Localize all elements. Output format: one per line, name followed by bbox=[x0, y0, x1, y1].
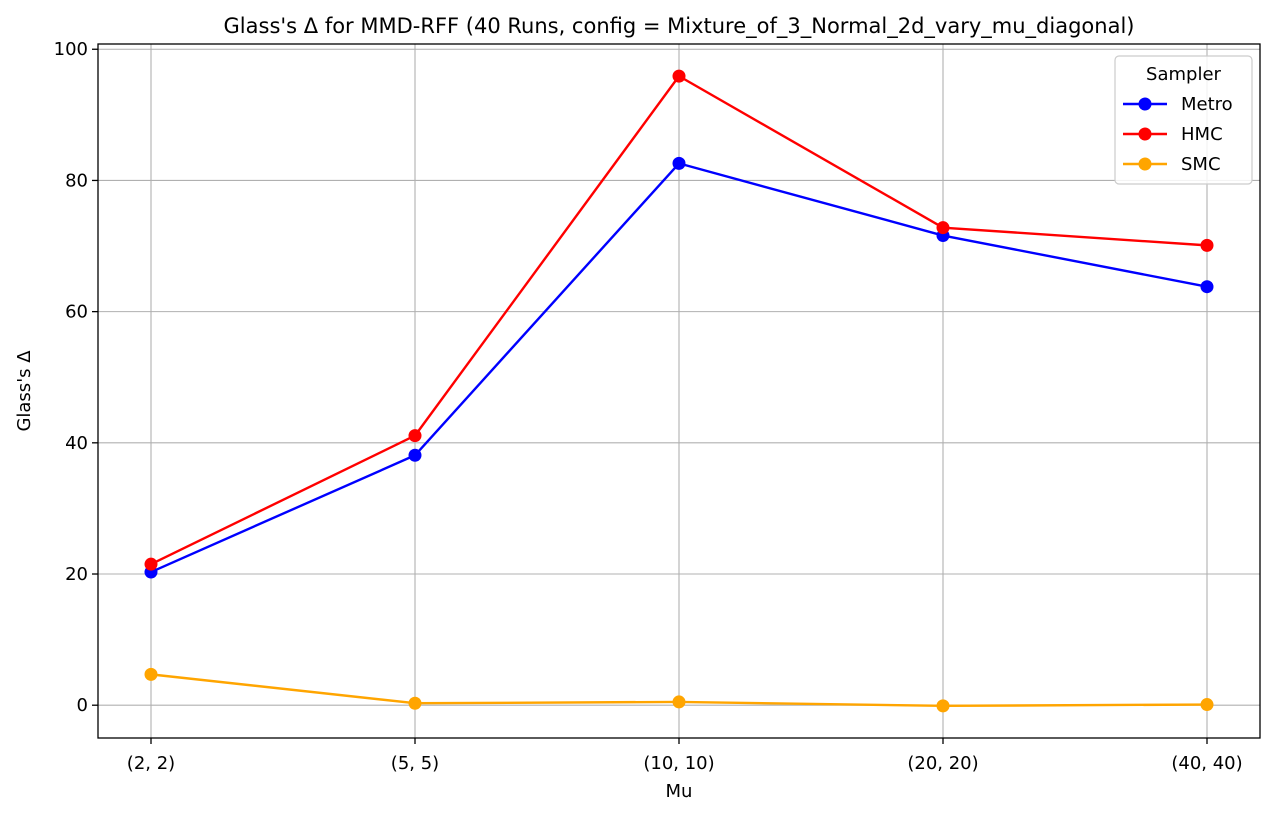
legend-label-smc: SMC bbox=[1181, 154, 1221, 175]
y-tick-label: 0 bbox=[77, 695, 88, 716]
y-tick-label: 60 bbox=[65, 302, 88, 323]
legend-marker-metro bbox=[1138, 97, 1152, 111]
legend-label-metro: Metro bbox=[1181, 94, 1233, 115]
x-axis-label: Mu bbox=[666, 781, 693, 802]
y-axis-label: Glass's Δ bbox=[14, 350, 35, 432]
data-point-metro bbox=[672, 156, 686, 170]
data-point-metro bbox=[1200, 280, 1214, 294]
y-tick-label: 100 bbox=[54, 39, 88, 60]
x-axis: (2, 2) (5, 5) (10, 10) (20, 20) (40, 40) bbox=[127, 738, 1243, 774]
data-point-smc bbox=[408, 696, 422, 710]
legend-box bbox=[1114, 55, 1253, 185]
legend-title: Sampler bbox=[1146, 64, 1221, 85]
data-point-smc bbox=[1200, 698, 1214, 712]
legend-marker-smc bbox=[1138, 157, 1152, 171]
y-tick-label: 40 bbox=[65, 433, 88, 454]
data-point-smc bbox=[144, 667, 158, 681]
series-lines bbox=[144, 69, 1214, 713]
x-tick-label: (10, 10) bbox=[643, 753, 714, 774]
x-tick-label: (2, 2) bbox=[127, 753, 175, 774]
legend-marker-hmc bbox=[1138, 127, 1152, 141]
data-point-metro bbox=[408, 448, 422, 462]
y-tick-label: 20 bbox=[65, 564, 88, 585]
legend: Sampler Metro HMC SMC bbox=[1114, 55, 1253, 185]
x-tick-label: (20, 20) bbox=[907, 753, 978, 774]
y-tick-label: 80 bbox=[65, 170, 88, 191]
x-tick-label: (40, 40) bbox=[1171, 753, 1242, 774]
data-point-hmc bbox=[936, 221, 950, 235]
data-point-smc bbox=[672, 695, 686, 709]
data-point-hmc bbox=[408, 429, 422, 443]
data-point-hmc bbox=[1200, 238, 1214, 252]
x-tick-label: (5, 5) bbox=[391, 753, 439, 774]
y-axis: 0 20 40 60 80 100 bbox=[54, 39, 98, 716]
data-point-smc bbox=[936, 699, 950, 713]
data-point-hmc bbox=[144, 557, 158, 571]
legend-label-hmc: HMC bbox=[1181, 124, 1223, 145]
chart-title: Glass's Δ for MMD-RFF (40 Runs, config =… bbox=[224, 14, 1135, 39]
data-point-hmc bbox=[672, 69, 686, 83]
